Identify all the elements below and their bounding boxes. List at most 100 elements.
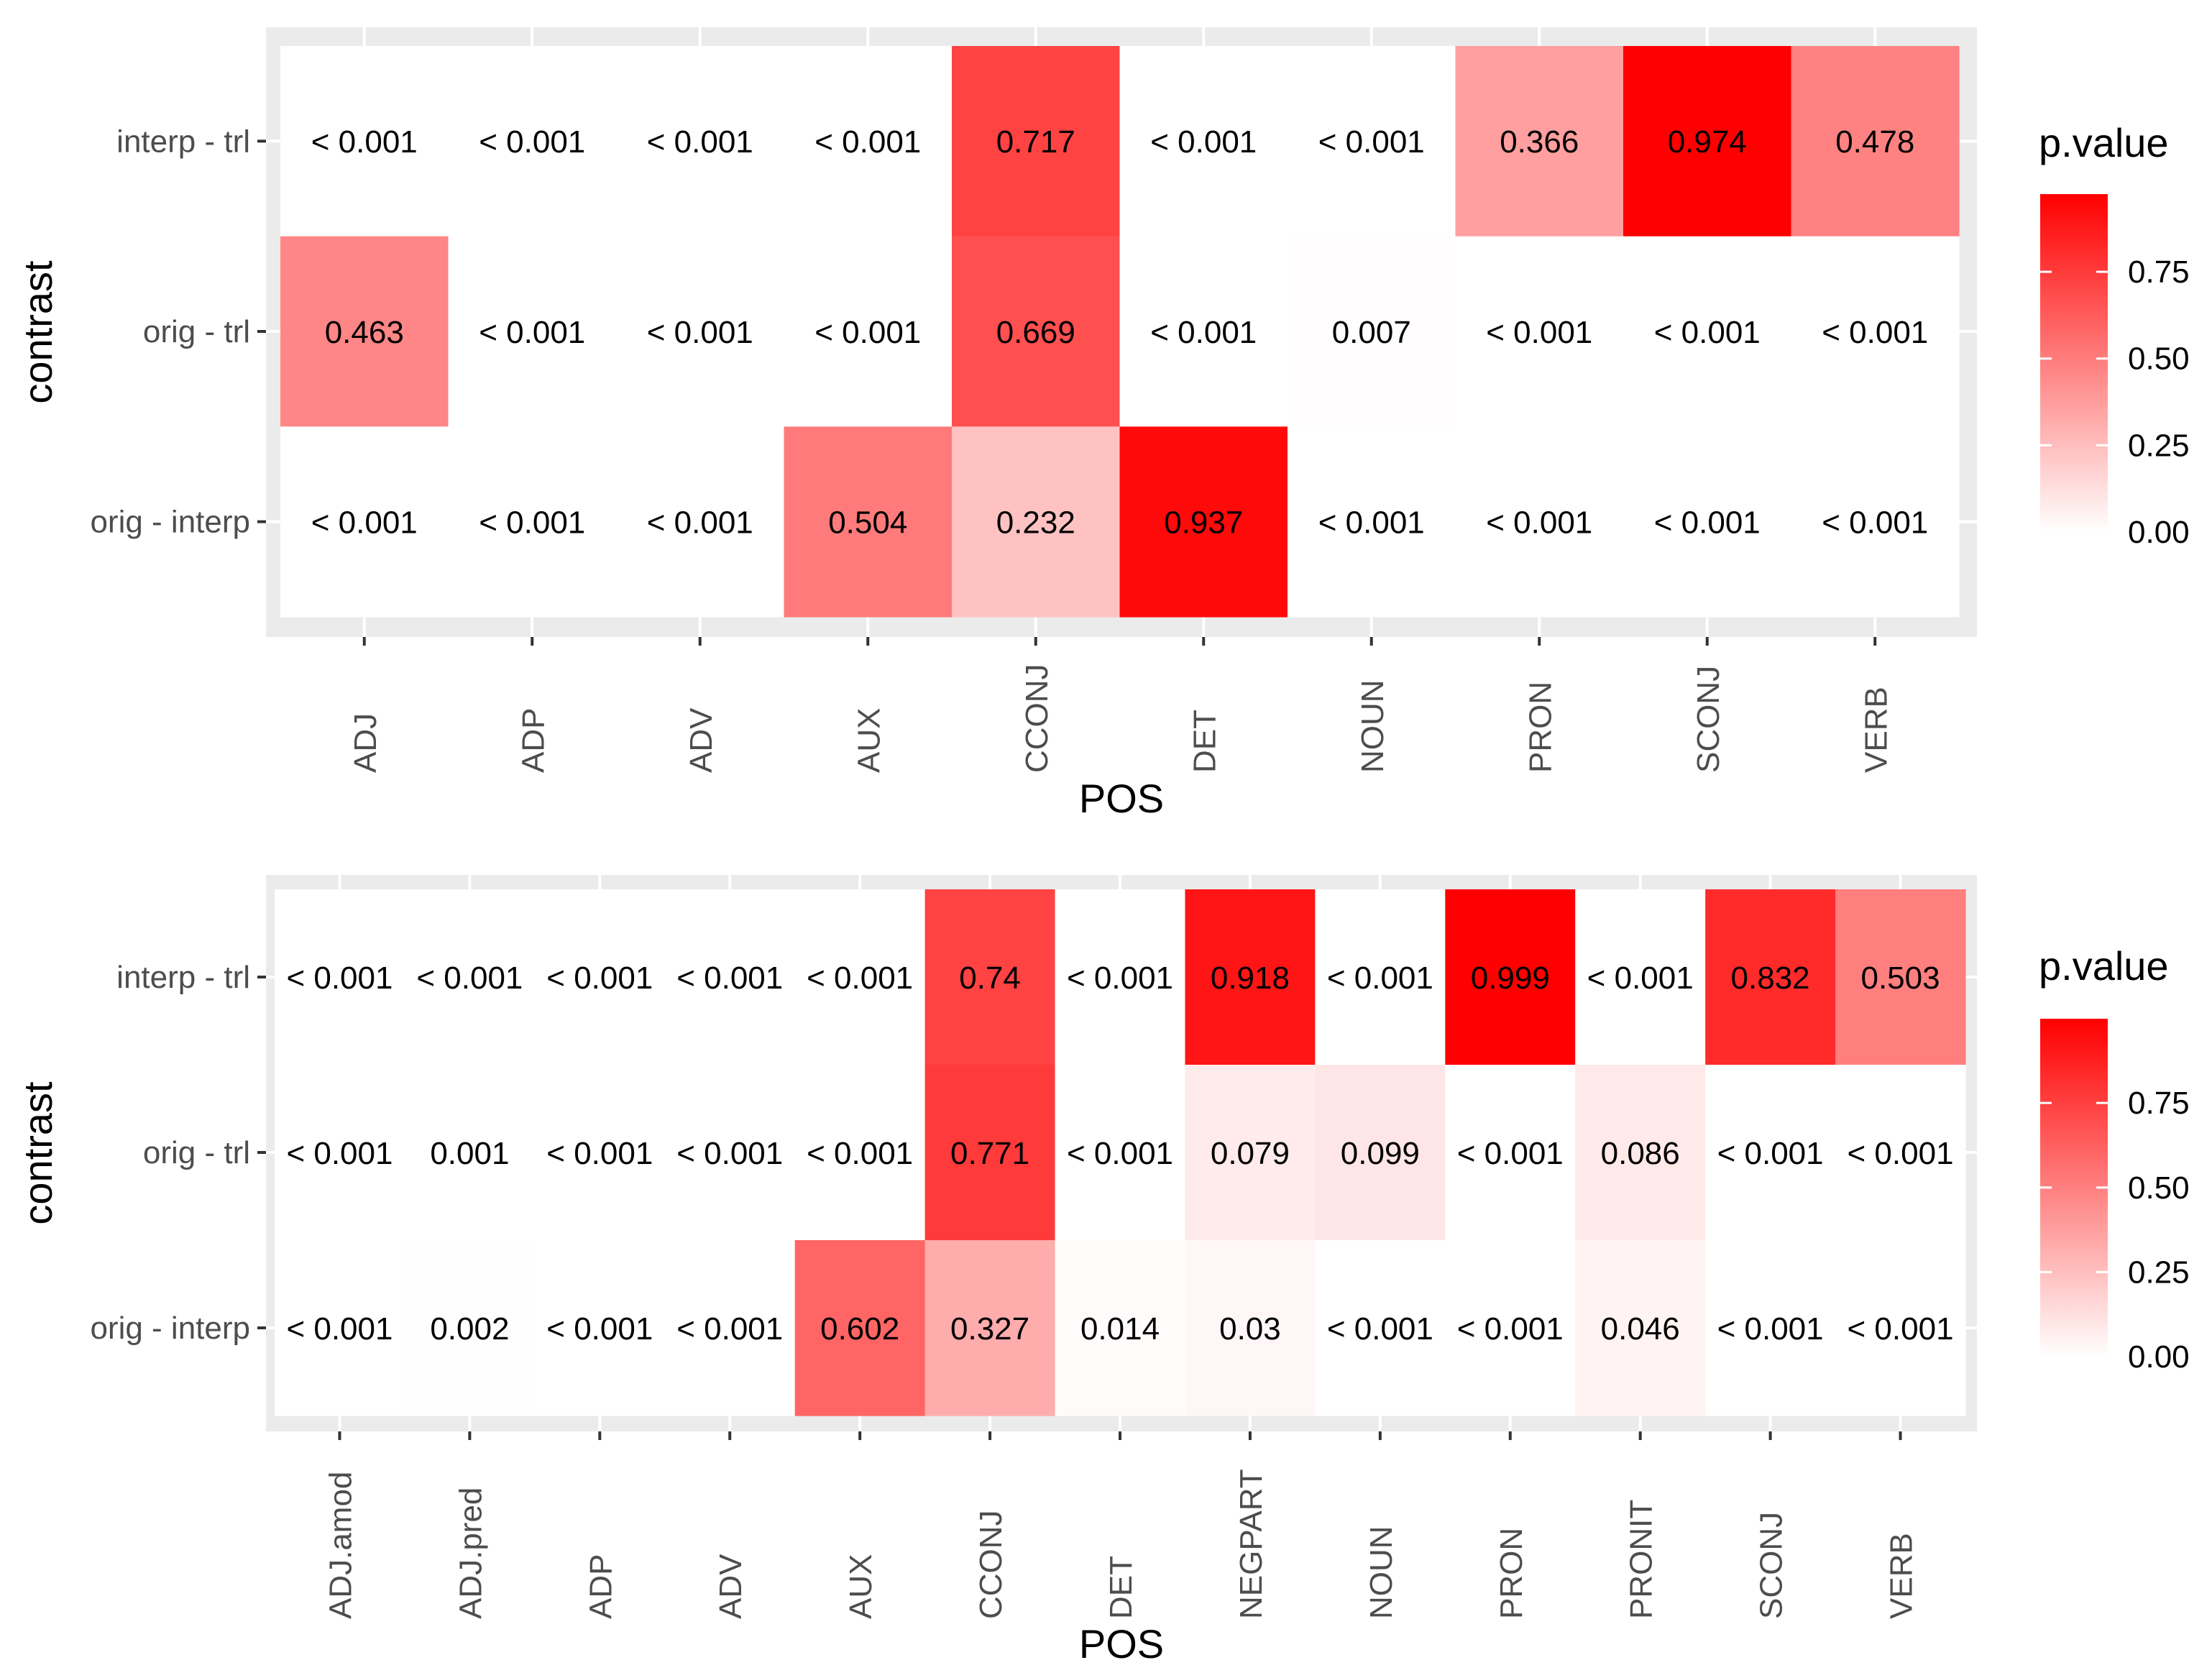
legend-break-label: 0.75 bbox=[2128, 1086, 2190, 1121]
cell-value-label: 0.999 bbox=[1471, 961, 1550, 996]
legend-title: p.value bbox=[2039, 120, 2169, 165]
cell-value-label: 0.832 bbox=[1731, 961, 1810, 996]
heatmap-cell bbox=[1623, 426, 1792, 618]
heatmap-cell bbox=[1455, 236, 1624, 427]
heatmap-cell bbox=[1315, 1240, 1446, 1416]
x-tick-label: AUX bbox=[843, 1554, 878, 1619]
heatmap-cell bbox=[404, 1065, 536, 1241]
x-tick-label: ADV bbox=[713, 1554, 748, 1619]
cell-value-label: 0.079 bbox=[1211, 1136, 1290, 1171]
cell-value-label: < 0.001 bbox=[1457, 1311, 1564, 1347]
cell-value-label: 0.002 bbox=[430, 1311, 509, 1347]
cell-value-label: < 0.001 bbox=[1318, 124, 1425, 160]
cell-value-label: < 0.001 bbox=[286, 961, 393, 996]
cell-value-label: < 0.001 bbox=[1848, 1311, 1954, 1347]
x-tick-label: ADJ bbox=[348, 713, 383, 773]
heatmap-cell bbox=[1791, 426, 1960, 618]
cell-value-label: < 0.001 bbox=[546, 961, 653, 996]
cell-value-label: < 0.001 bbox=[311, 505, 418, 541]
heatmap-cell bbox=[534, 889, 666, 1065]
cell-value-label: 0.327 bbox=[950, 1311, 1029, 1347]
cell-value-label: < 0.001 bbox=[647, 315, 753, 350]
heatmap-cell bbox=[924, 1065, 1056, 1241]
heatmap-cell bbox=[924, 1240, 1056, 1416]
x-tick-label: ADV bbox=[684, 707, 719, 773]
heatmap-cell bbox=[280, 46, 449, 237]
cell-value-label: < 0.001 bbox=[479, 315, 585, 350]
legend-break-label: 0.75 bbox=[2128, 255, 2190, 290]
y-tick-label: interp - trl bbox=[116, 960, 250, 995]
cell-value-label: < 0.001 bbox=[1486, 315, 1592, 350]
heatmap-cell bbox=[1575, 889, 1706, 1065]
cell-value-label: < 0.001 bbox=[1327, 961, 1433, 996]
y-tick-label: orig - interp bbox=[90, 505, 250, 540]
x-tick-label: SCONJ bbox=[1691, 666, 1726, 773]
heatmap-cell bbox=[1445, 1240, 1576, 1416]
x-tick-label: CCONJ bbox=[1019, 664, 1055, 773]
legend-break-label: 0.50 bbox=[2128, 1170, 2190, 1206]
heatmap-cell bbox=[1445, 1065, 1576, 1241]
x-tick-label: ADP bbox=[583, 1554, 618, 1619]
heatmap-cell bbox=[1455, 46, 1624, 237]
heatmap-cell bbox=[1455, 426, 1624, 618]
heatmap-cell bbox=[1119, 426, 1288, 618]
heatmap-cell bbox=[448, 236, 617, 427]
cell-value-label: < 0.001 bbox=[1327, 1311, 1433, 1347]
x-tick-label: NOUN bbox=[1364, 1526, 1399, 1619]
heatmap-cell bbox=[1791, 236, 1960, 427]
heatmap-cell bbox=[1445, 889, 1576, 1065]
heatmap-cell bbox=[1575, 1240, 1706, 1416]
heatmap-cell bbox=[1055, 1240, 1186, 1416]
cell-value-label: 0.918 bbox=[1211, 961, 1290, 996]
heatmap-cell bbox=[280, 426, 449, 618]
heatmap-cell bbox=[664, 889, 796, 1065]
cell-value-label: 0.602 bbox=[820, 1311, 899, 1347]
heatmap-cell bbox=[1315, 1065, 1446, 1241]
legend-break-label: 0.25 bbox=[2128, 1255, 2190, 1290]
y-tick-label: orig - trl bbox=[143, 314, 250, 349]
legend-colorbar bbox=[2040, 194, 2108, 532]
x-tick-label: PRON bbox=[1494, 1528, 1529, 1619]
cell-value-label: < 0.001 bbox=[1848, 1136, 1954, 1171]
cell-value-label: < 0.001 bbox=[286, 1311, 393, 1347]
heatmap-cell bbox=[1288, 46, 1456, 237]
heatmap-panel-1: < 0.001 < 0.001 < 0.001 < 0.001 0.717 < 0.001… bbox=[15, 27, 2190, 821]
cell-value-label: 0.669 bbox=[996, 315, 1075, 350]
cell-value-label: 0.086 bbox=[1601, 1136, 1680, 1171]
heatmap-cell bbox=[664, 1240, 796, 1416]
cell-value-label: < 0.001 bbox=[1822, 315, 1928, 350]
x-tick-label: AUX bbox=[851, 708, 886, 773]
cell-value-label: 0.007 bbox=[1332, 315, 1411, 350]
cell-value-label: < 0.001 bbox=[1717, 1136, 1824, 1171]
x-tick-label: PRONIT bbox=[1624, 1500, 1659, 1619]
cell-value-label: < 0.001 bbox=[1457, 1136, 1564, 1171]
heatmap-cell bbox=[1791, 46, 1960, 237]
heatmap-cell bbox=[275, 1065, 405, 1241]
cell-value-label: 0.74 bbox=[959, 961, 1021, 996]
x-tick-label: SCONJ bbox=[1754, 1512, 1789, 1619]
x-tick-label: NEGPART bbox=[1234, 1469, 1269, 1619]
heatmap-cell bbox=[616, 426, 785, 618]
heatmap-cell bbox=[1185, 1240, 1316, 1416]
legend-break-label: 0.00 bbox=[2128, 515, 2190, 550]
cell-value-label: 0.463 bbox=[325, 315, 404, 350]
x-tick-label: DET bbox=[1187, 710, 1222, 773]
legend-break-label: 0.00 bbox=[2128, 1339, 2190, 1375]
cell-value-label: < 0.001 bbox=[479, 124, 585, 160]
cell-value-label: < 0.001 bbox=[1150, 124, 1257, 160]
cell-value-label: 0.974 bbox=[1668, 124, 1747, 160]
heatmap-cell bbox=[924, 889, 1056, 1065]
heatmap-cell bbox=[1835, 889, 1966, 1065]
x-tick-label: ADJ.amod bbox=[323, 1472, 358, 1619]
heatmap-cell bbox=[1185, 889, 1316, 1065]
cell-value-label: 0.503 bbox=[1860, 961, 1940, 996]
cell-value-label: 0.014 bbox=[1080, 1311, 1160, 1347]
cell-value-label: < 0.001 bbox=[1822, 505, 1928, 541]
heatmap-cell bbox=[404, 889, 536, 1065]
cell-value-label: 0.03 bbox=[1219, 1311, 1281, 1347]
heatmap-cell bbox=[784, 236, 953, 427]
heatmap-cell bbox=[1119, 236, 1288, 427]
cell-value-label: 0.937 bbox=[1164, 505, 1243, 541]
cell-value-label: < 0.001 bbox=[676, 961, 783, 996]
